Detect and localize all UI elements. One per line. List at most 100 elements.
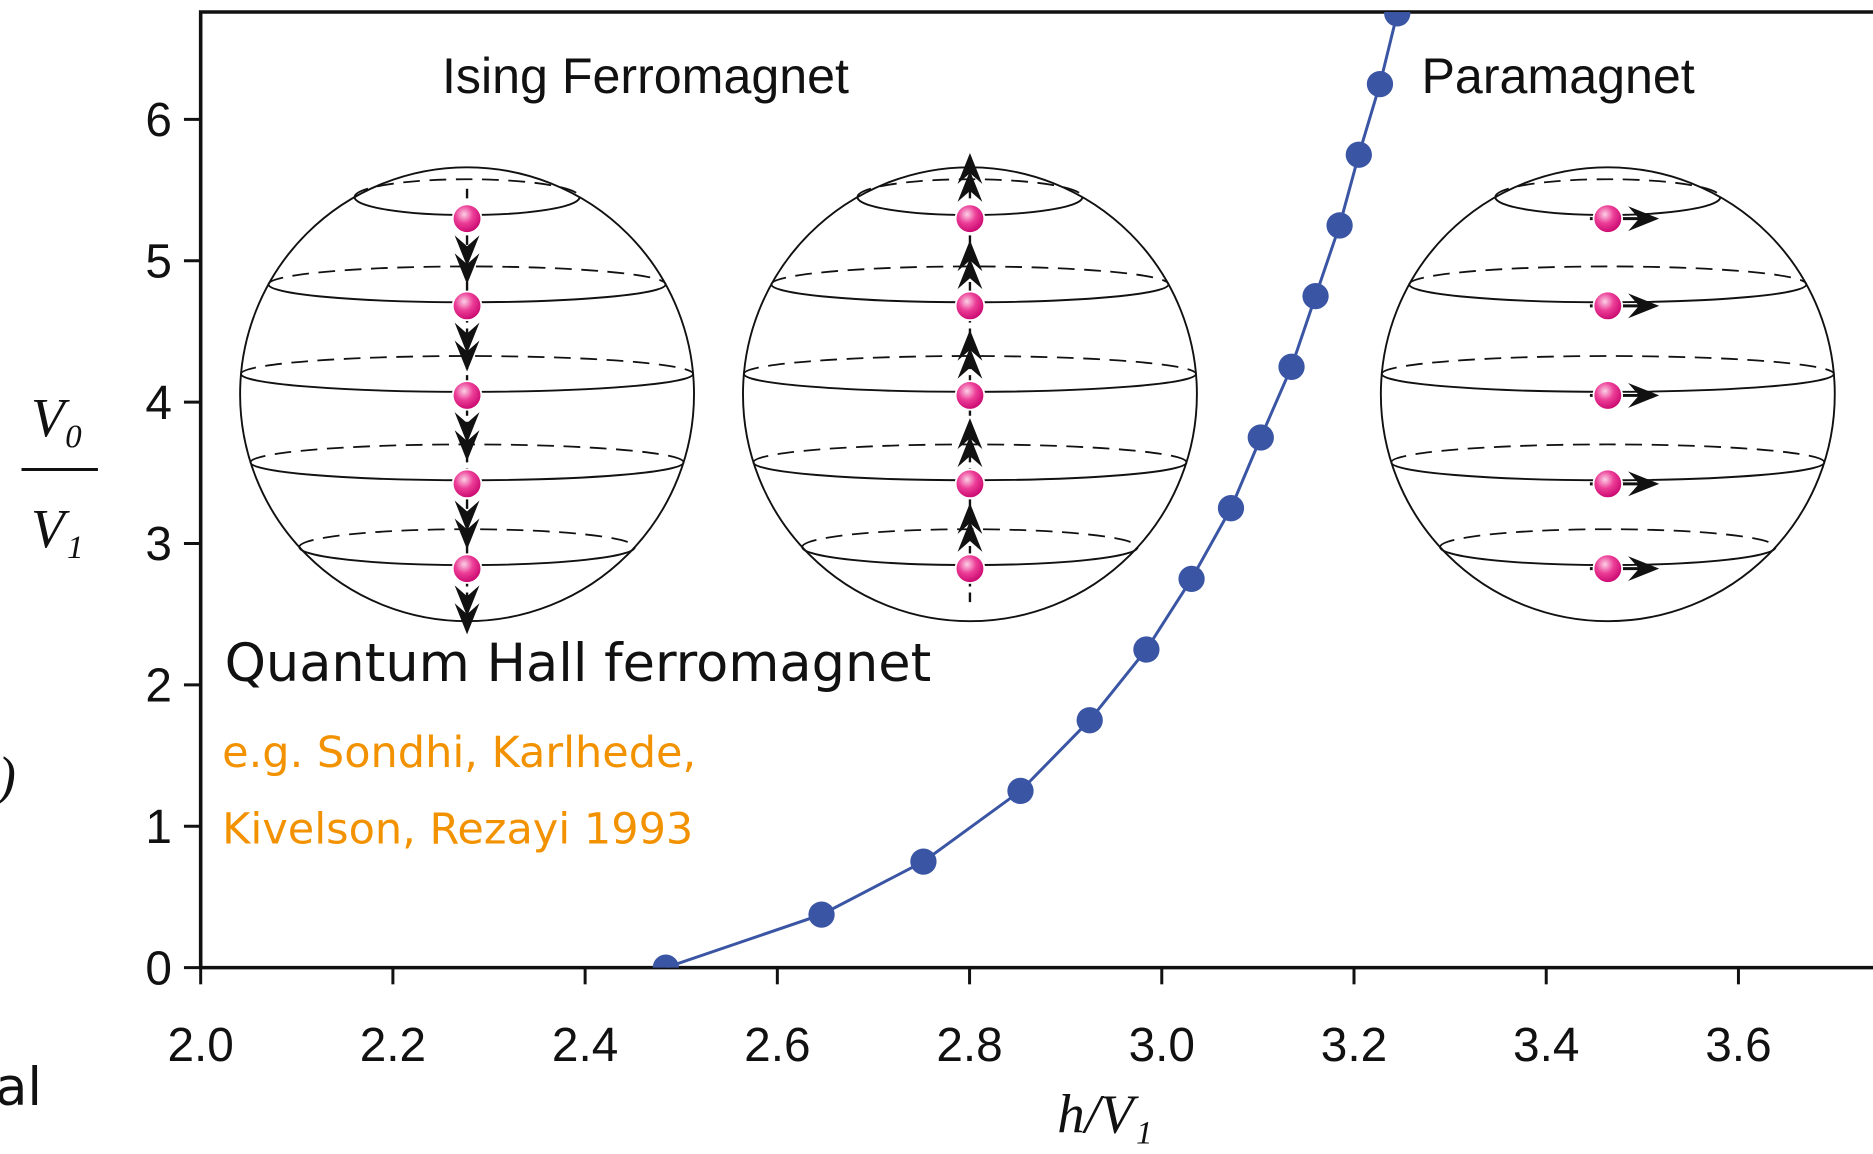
electron [1592, 203, 1624, 234]
bloch-sphere [1379, 166, 1836, 623]
data-point [1384, 11, 1411, 27]
x-tick-label: 3.6 [1705, 1019, 1771, 1072]
data-point [808, 901, 835, 928]
electron [451, 553, 483, 584]
reference-line-2: Kivelson, Rezayi 1993 [222, 804, 693, 854]
latitude-back [770, 265, 1170, 285]
bloch-sphere [742, 152, 1198, 623]
arrow-head [1628, 383, 1660, 408]
data-point [1076, 707, 1103, 734]
arrow-head [454, 340, 480, 372]
arrow-head [454, 253, 480, 285]
arrow-head [454, 500, 480, 532]
electron [1592, 290, 1624, 322]
cut-text: ) [0, 745, 16, 806]
data-point [1178, 565, 1205, 592]
y-tick-label: 1 [145, 801, 172, 854]
arrow-head [957, 152, 983, 185]
arrow-head [1628, 293, 1660, 319]
y-tick-label: 6 [145, 94, 172, 147]
arrow-head [957, 436, 983, 468]
qhf-label: Quantum Hall ferromagnet [225, 633, 932, 694]
arrow-head [454, 603, 480, 635]
electron [954, 380, 986, 411]
x-tick-label: 2.8 [936, 1019, 1002, 1072]
arrow-head [1628, 206, 1660, 232]
arrow-head [957, 520, 983, 552]
latitude-back [267, 265, 667, 285]
arrow-head [454, 585, 480, 617]
ising-label: Ising Ferromagnet [442, 48, 849, 104]
y-axis-label-numerator: V₀ [31, 387, 84, 448]
electron [451, 468, 483, 500]
data-point [1302, 282, 1329, 310]
x-tick-label: 2.4 [552, 1019, 618, 1072]
data-point [1366, 70, 1394, 98]
data-point [1133, 636, 1160, 663]
data-point [1326, 212, 1353, 239]
arrow-head [1628, 556, 1660, 582]
latitude-back [743, 355, 1197, 375]
latitude-back [353, 178, 581, 198]
sphere-outline [1379, 166, 1836, 623]
electron [451, 380, 483, 411]
latitude-back [1408, 265, 1808, 285]
y-tick-label: 2 [145, 660, 172, 713]
x-axis-label: h/V₁ [1057, 1083, 1152, 1144]
y-tick-label: 5 [145, 236, 172, 289]
latitude-back [1390, 443, 1826, 463]
x-tick-label: 2.6 [744, 1019, 810, 1072]
arrow-head [454, 235, 480, 267]
arrow-head [957, 502, 983, 534]
latitude-back [240, 355, 694, 375]
electron [954, 553, 986, 584]
electron [1592, 553, 1624, 584]
data-point [1247, 424, 1274, 451]
data-point [910, 848, 937, 875]
x-tick-label: 2.2 [360, 1019, 426, 1072]
y-tick-label: 3 [145, 518, 172, 571]
reference-line-1: e.g. Sondhi, Karlhede, [222, 728, 696, 778]
plot-area [652, 11, 1411, 968]
arrow-head [957, 170, 983, 202]
x-tick-label: 2.0 [167, 1019, 233, 1072]
electron [1592, 468, 1624, 500]
paramagnet-label: Paramagnet [1421, 48, 1694, 104]
arrow-head [957, 240, 983, 272]
latitude-back [1494, 178, 1722, 198]
latitude-back [1380, 355, 1835, 375]
arrow-head [454, 412, 480, 444]
data-point [1345, 141, 1372, 168]
latitude-back [1439, 528, 1777, 548]
spheres [239, 152, 1836, 635]
data-point [1007, 777, 1034, 805]
data-point [652, 954, 679, 968]
y-tick-label: 0 [145, 942, 172, 995]
arrow-head [957, 329, 983, 361]
plot-frame [198, 10, 1873, 970]
data-point [1278, 353, 1305, 380]
x-tick-label: 3.2 [1321, 1019, 1387, 1072]
arrow-head [454, 430, 480, 462]
arrow-head [454, 518, 480, 550]
data-point [1217, 495, 1245, 522]
y-axis-label-denominator: V₁ [31, 498, 84, 559]
arrow-head [1628, 471, 1660, 497]
electron [954, 203, 986, 234]
arrow-head [957, 258, 983, 290]
y-tick-label: 4 [145, 377, 172, 430]
electron [1592, 380, 1624, 411]
x-tick-label: 3.4 [1513, 1019, 1579, 1072]
series-line [665, 13, 1399, 968]
electron [451, 290, 483, 322]
arrow-head [957, 347, 983, 379]
axes: 2.0 2.2 2.4 2.6 2.8 3.0 3.2 3.4 3.6 0 1 2 3 4 5 6 [145, 10, 1873, 1072]
arrow-head [454, 322, 480, 354]
x-tick-label: 3.0 [1129, 1019, 1195, 1072]
electron [451, 203, 483, 234]
electron [954, 290, 986, 322]
arrow-head [957, 418, 983, 450]
cut-text: al [0, 1057, 42, 1118]
bloch-sphere [239, 166, 695, 635]
